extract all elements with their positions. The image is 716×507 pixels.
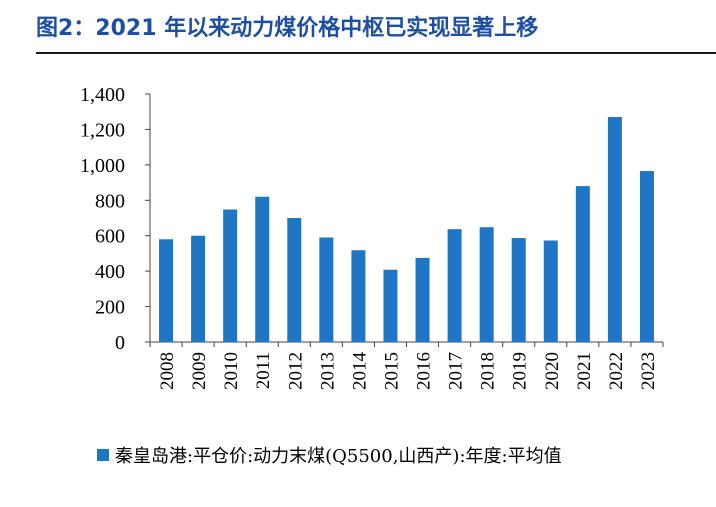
legend-swatch — [97, 449, 109, 461]
bar-2015 — [383, 269, 398, 342]
bar-2020 — [543, 240, 558, 342]
x-tick-label: 2014 — [349, 352, 370, 391]
bar-2008 — [159, 239, 174, 342]
x-tick-label: 2009 — [189, 352, 210, 390]
bar-2023 — [639, 171, 654, 342]
bar-2010 — [223, 209, 238, 342]
bar-2021 — [575, 186, 590, 342]
y-tick-label: 0 — [115, 332, 125, 354]
x-tick-label: 2017 — [446, 352, 467, 390]
legend-label: 秦皇岛港:平仓价:动力末煤(Q5500,山西产):年度:平均值 — [115, 446, 562, 467]
bar-2009 — [191, 235, 206, 342]
x-tick-label: 2022 — [606, 352, 627, 390]
title-divider — [36, 52, 716, 54]
legend: 秦皇岛港:平仓价:动力末煤(Q5500,山西产):年度:平均值 — [97, 442, 562, 468]
bar-2017 — [447, 229, 462, 342]
y-tick-label: 1,200 — [80, 119, 125, 141]
x-tick-label: 2020 — [542, 352, 563, 390]
x-tick-label: 2019 — [510, 352, 531, 390]
x-tick-label: 2018 — [478, 352, 499, 390]
y-tick-label: 1,400 — [80, 84, 125, 106]
bar-2018 — [479, 227, 494, 342]
bar-2011 — [255, 196, 270, 342]
chart-title: 图2：2021 年以来动力煤价格中枢已实现显著上移 — [36, 16, 539, 41]
y-tick-label: 600 — [95, 226, 125, 248]
bar-2016 — [415, 257, 430, 342]
y-tick-label: 400 — [95, 261, 125, 283]
bar-2022 — [607, 117, 622, 343]
x-tick-label: 2021 — [574, 352, 595, 390]
x-tick-label: 2016 — [414, 352, 435, 390]
y-tick-label: 200 — [95, 297, 125, 319]
y-tick-label: 1,000 — [80, 155, 125, 177]
x-tick-label: 2008 — [157, 352, 178, 390]
y-tick-label: 800 — [95, 190, 125, 212]
x-tick-label: 2015 — [381, 352, 402, 390]
bar-2014 — [351, 250, 366, 342]
x-tick-label: 2012 — [285, 352, 306, 390]
bar-2012 — [287, 218, 302, 342]
bar-2013 — [319, 237, 334, 342]
x-tick-label: 2013 — [317, 352, 338, 390]
bar-2019 — [511, 238, 526, 342]
x-tick-label: 2011 — [253, 352, 274, 389]
x-tick-label: 2010 — [221, 352, 242, 390]
x-tick-label: 2023 — [638, 352, 659, 390]
